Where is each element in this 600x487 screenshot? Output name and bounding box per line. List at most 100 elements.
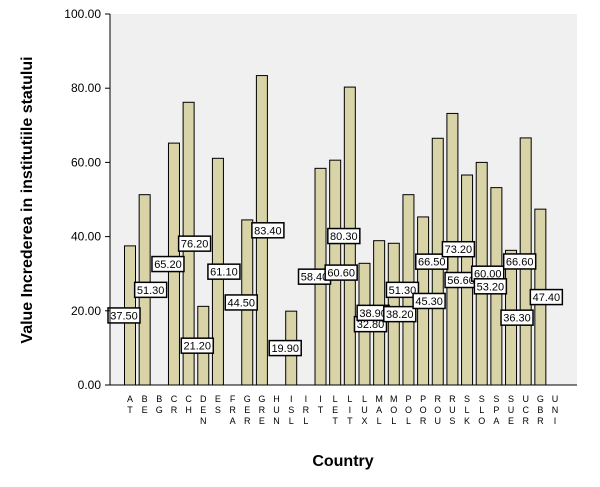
data-label-text: 76.20	[181, 239, 209, 251]
data-label-text: 36.30	[503, 313, 531, 325]
x-tick-label-char: M	[375, 394, 383, 404]
x-tick-label-char: U	[273, 405, 280, 415]
data-label: 21.20	[180, 337, 215, 354]
x-tick-label-char: R	[171, 405, 178, 415]
x-tick-label-char: P	[405, 394, 411, 404]
x-tick-label-char: E	[244, 405, 250, 415]
y-tick-label: 100.00	[64, 7, 101, 21]
x-tick-label-char: K	[464, 416, 470, 426]
x-tick-label-char: L	[377, 416, 382, 426]
x-tick-label-char: L	[391, 416, 396, 426]
x-tick-label-char: C	[522, 405, 529, 415]
data-label: 76.20	[177, 235, 212, 252]
x-tick-label-char: I	[305, 394, 308, 404]
x-tick-label-char: G	[156, 405, 163, 415]
y-tick-label: 40.00	[71, 230, 101, 244]
data-label-text: 61.10	[210, 267, 238, 279]
x-tick-label-char: B	[156, 394, 162, 404]
data-label: 44.50	[224, 294, 258, 311]
data-label: 51.30	[133, 281, 168, 299]
x-tick-label-char: D	[200, 394, 207, 404]
data-label: 65.20	[151, 255, 185, 273]
x-tick-label-char: T	[332, 416, 338, 426]
x-tick-label-char: L	[465, 405, 470, 415]
data-label-box	[383, 305, 417, 323]
x-tick-label-char: T	[347, 416, 353, 426]
x-tick-label-char: C	[185, 394, 192, 404]
data-label-text: 65.20	[154, 259, 182, 271]
data-label-box	[268, 339, 302, 357]
data-label: 66.50	[415, 253, 449, 270]
x-tick-label-char: S	[493, 394, 499, 404]
x-tick-label-char: C	[171, 394, 178, 404]
y-tick-label: 20.00	[71, 304, 101, 318]
x-tick-label-char: P	[420, 394, 426, 404]
x-tick-label-char: S	[449, 416, 455, 426]
x-tick-label-char: S	[288, 405, 294, 415]
x-tick-label-char: U	[449, 405, 456, 415]
data-label-box	[412, 292, 446, 310]
x-tick-label-char: F	[230, 394, 236, 404]
data-label-box	[502, 253, 537, 270]
x-tick-label-char: R	[229, 405, 236, 415]
data-label-box	[151, 255, 185, 273]
data-label-text: 73.20	[445, 244, 473, 256]
data-label-text: 21.20	[184, 341, 212, 353]
x-tick-label-char: A	[230, 416, 236, 426]
x-tick-label-char: P	[493, 405, 499, 415]
x-tick-label-char: E	[259, 416, 265, 426]
x-tick-label-char: O	[478, 416, 485, 426]
data-label: 53.20	[473, 278, 508, 295]
data-label-text: 44.50	[227, 297, 255, 309]
x-tick-label-char: H	[185, 405, 192, 415]
data-label-box	[385, 281, 420, 299]
x-tick-label-char: O	[420, 405, 427, 415]
data-label-text: 45.30	[415, 296, 443, 308]
data-label: 36.30	[500, 309, 534, 326]
x-tick-label-char: L	[362, 394, 367, 404]
data-label-text: 58.40	[301, 272, 329, 284]
x-tick-label-char: X	[361, 416, 367, 426]
data-label-text: 56.60	[447, 275, 475, 287]
data-label-box	[224, 294, 258, 311]
data-label: 61.10	[207, 263, 241, 280]
data-label-box	[107, 307, 141, 324]
x-tick-label-char: U	[522, 394, 529, 404]
data-label: 80.30	[327, 227, 361, 245]
x-tick-label-char: R	[259, 405, 266, 415]
x-tick-label-char: L	[479, 405, 484, 415]
data-label: 47.40	[529, 288, 564, 306]
x-tick-label-char: U	[508, 405, 515, 415]
x-tick-label-char: R	[449, 394, 456, 404]
data-label: 60.00	[470, 265, 505, 282]
x-tick-label-char: O	[405, 405, 412, 415]
data-label-text: 19.90	[271, 343, 299, 355]
x-tick-label-char: H	[273, 394, 280, 404]
x-tick-label-char: T	[318, 405, 324, 415]
data-label-box	[133, 281, 168, 299]
data-label: 37.50	[107, 307, 141, 324]
data-label-box	[324, 264, 358, 281]
data-label-box	[529, 288, 564, 306]
data-label-box	[251, 222, 285, 239]
data-label-box	[441, 240, 476, 258]
data-label: 19.90	[268, 339, 302, 357]
data-labels-group: 37.50 51.30 65.20 76.20 21.20 61.10 44.50 83.40…	[107, 222, 564, 357]
data-label-text: 38.90	[359, 308, 387, 320]
x-tick-label-char: U	[552, 394, 559, 404]
x-tick-label-char: L	[303, 416, 308, 426]
data-label: 60.60	[324, 264, 358, 281]
data-label-text: 38.20	[386, 309, 414, 321]
data-label-text: 60.60	[327, 268, 355, 280]
x-tick-label-char: I	[554, 416, 557, 426]
x-tick-label-char: N	[552, 405, 559, 415]
x-tick-label-char: R	[537, 416, 544, 426]
data-label-text: 47.40	[533, 292, 561, 304]
data-label-box	[500, 309, 534, 326]
x-tick-label-char: I	[319, 394, 322, 404]
x-tick-label-char: L	[406, 416, 411, 426]
data-label-text: 66.50	[418, 257, 446, 269]
x-tick-label-char: R	[244, 416, 251, 426]
data-label-text: 51.30	[137, 285, 165, 297]
x-tick-label-char: G	[537, 394, 544, 404]
